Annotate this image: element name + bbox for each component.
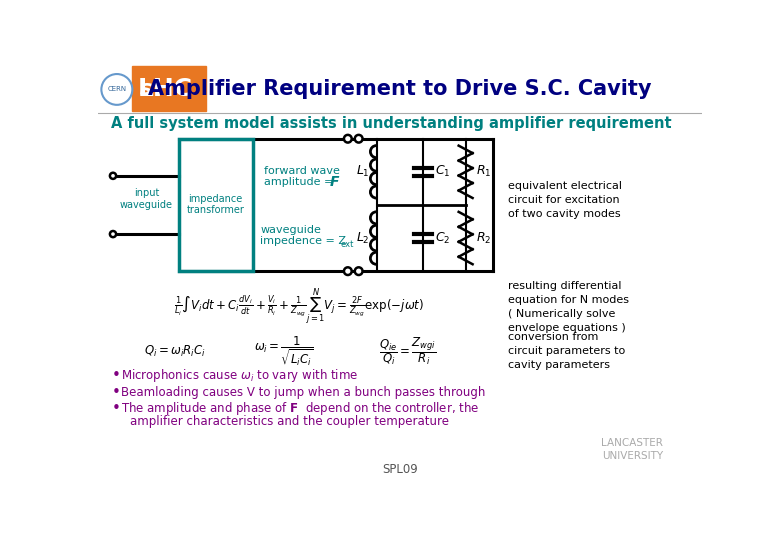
Circle shape (355, 267, 363, 275)
Text: ext: ext (340, 240, 353, 249)
Text: $\frac{1}{L_i}\int V_i dt + C_i\frac{dV_i}{dt} + \frac{V_i}{R_i} + \frac{1}{Z_{w: $\frac{1}{L_i}\int V_i dt + C_i\frac{dV_… (174, 287, 424, 327)
Text: Amplifier Requirement to Drive S.C. Cavity: Amplifier Requirement to Drive S.C. Cavi… (148, 79, 651, 99)
Text: $\omega_i = \dfrac{1}{\sqrt{L_i C_i}}$: $\omega_i = \dfrac{1}{\sqrt{L_i C_i}}$ (254, 334, 314, 368)
Text: amplitude =: amplitude = (264, 177, 337, 187)
Text: $Q_i = \omega_i R_i C_i$: $Q_i = \omega_i R_i C_i$ (144, 343, 206, 359)
Text: LANCASTER
UNIVERSITY: LANCASTER UNIVERSITY (601, 438, 663, 461)
Text: CERN: CERN (108, 86, 126, 92)
Bar (133, 66, 206, 111)
Text: F: F (330, 175, 339, 189)
Text: conversion from
circuit parameters to
cavity parameters: conversion from circuit parameters to ca… (509, 332, 626, 370)
Text: $R_1$: $R_1$ (477, 164, 492, 179)
Text: s: s (140, 79, 152, 99)
Text: SPL09: SPL09 (382, 463, 417, 476)
Text: forward wave: forward wave (264, 166, 340, 176)
Circle shape (110, 173, 116, 179)
Text: waveguide: waveguide (120, 200, 173, 210)
Circle shape (355, 135, 363, 143)
Text: transformer: transformer (186, 205, 244, 214)
Circle shape (344, 135, 352, 143)
Text: •: • (112, 368, 120, 383)
Text: input: input (133, 188, 159, 198)
Text: $R_2$: $R_2$ (477, 231, 491, 246)
Circle shape (344, 267, 352, 275)
Text: $\dfrac{Q_{ie}}{Q_i} = \dfrac{Z_{wgi}}{R_i}$: $\dfrac{Q_{ie}}{Q_i} = \dfrac{Z_{wgi}}{R… (379, 335, 436, 367)
Text: Microphonics cause $\omega_i$ to vary with time: Microphonics cause $\omega_i$ to vary wi… (121, 367, 358, 383)
Text: resulting differential
equation for N modes
( Numerically solve
envelope equatio: resulting differential equation for N mo… (509, 281, 629, 333)
Text: Beamloading causes V to jump when a bunch passes through: Beamloading causes V to jump when a bunc… (121, 386, 485, 399)
Bar (179, 139, 253, 271)
Text: •: • (112, 402, 120, 416)
Text: LHC: LHC (138, 77, 193, 100)
Text: •: • (112, 384, 120, 400)
Text: $L_2$: $L_2$ (356, 231, 370, 246)
Text: $L_1$: $L_1$ (356, 164, 370, 179)
Text: The amplitude and phase of $\mathbf{F}$  depend on the controller, the: The amplitude and phase of $\mathbf{F}$ … (121, 401, 479, 417)
Text: impedence = Z: impedence = Z (261, 236, 346, 246)
Text: $C_1$: $C_1$ (434, 164, 450, 179)
Text: impedance: impedance (188, 194, 243, 204)
Text: $C_2$: $C_2$ (434, 231, 450, 246)
Circle shape (110, 231, 116, 237)
Text: equivalent electrical
circuit for excitation
of two cavity modes: equivalent electrical circuit for excita… (509, 180, 622, 219)
Text: A full system model assists in understanding amplifier requirement: A full system model assists in understan… (112, 116, 672, 131)
Text: amplifier characteristics and the coupler temperature: amplifier characteristics and the couple… (130, 415, 449, 428)
Text: waveguide: waveguide (261, 225, 321, 235)
